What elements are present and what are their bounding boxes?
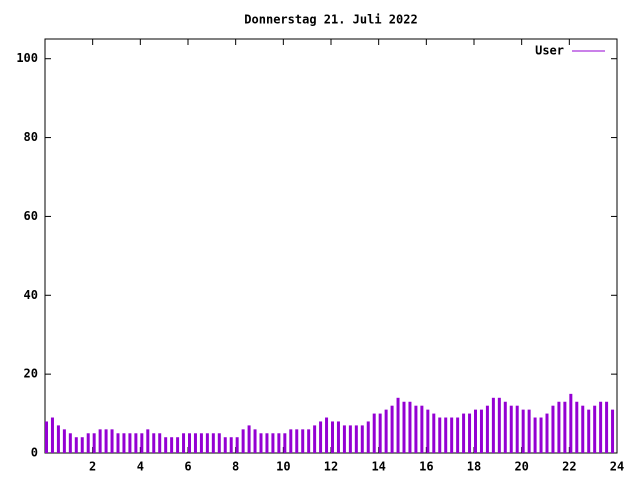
y-tick-label: 80	[24, 130, 38, 144]
x-tick-label: 10	[276, 460, 290, 474]
plot-frame	[44, 38, 618, 454]
y-tick-label: 20	[24, 367, 38, 381]
x-tick-label: 12	[324, 460, 338, 474]
x-tick-label: 22	[562, 460, 576, 474]
x-tick-label: 14	[371, 460, 385, 474]
y-tick-label: 100	[16, 51, 38, 65]
y-tick-label: 0	[31, 446, 38, 460]
x-tick-label: 18	[467, 460, 481, 474]
x-tick-label: 4	[137, 460, 144, 474]
x-tick-label: 6	[184, 460, 191, 474]
x-tick-label: 20	[514, 460, 528, 474]
x-tick-label: 16	[419, 460, 433, 474]
x-tick-label: 8	[232, 460, 239, 474]
legend-label: User	[535, 44, 564, 58]
y-tick-label: 40	[24, 288, 38, 302]
x-tick-label: 24	[610, 460, 624, 474]
y-tick-label: 60	[24, 209, 38, 223]
x-tick-label: 2	[89, 460, 96, 474]
chart-title: Donnerstag 21. Juli 2022	[244, 13, 417, 27]
